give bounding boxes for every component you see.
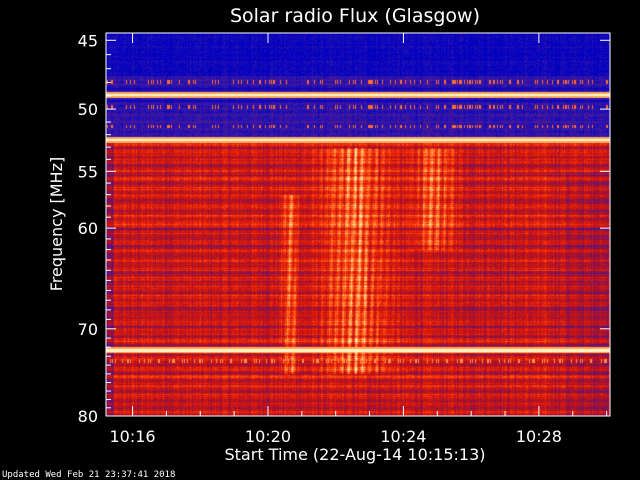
y-tick-label-45: 45 <box>78 31 98 50</box>
y-axis-label: Frequency [MHz] <box>47 157 66 291</box>
updated-timestamp: Updated Wed Feb 21 23:37:41 2018 <box>2 470 175 480</box>
x-tick-label-10:20: 10:20 <box>245 427 291 446</box>
plot-frame <box>105 32 611 417</box>
y-tick-label-60: 60 <box>78 219 98 238</box>
chart-title: Solar radio Flux (Glasgow) <box>230 5 480 27</box>
spectrogram-area <box>106 33 611 417</box>
x-tick-label-10:24: 10:24 <box>380 427 426 446</box>
x-tick-label-10:16: 10:16 <box>109 427 155 446</box>
y-axis: 45 50 55 60 70 80 <box>78 31 610 426</box>
x-axis: 10:16 10:20 10:24 10:28 <box>109 33 608 446</box>
x-axis-label: Start Time (22-Aug-14 10:15:13) <box>225 445 486 464</box>
y-tick-label-50: 50 <box>78 100 98 119</box>
spectrogram-image <box>106 33 611 417</box>
x-tick-label-10:28: 10:28 <box>516 427 562 446</box>
y-tick-label-80: 80 <box>78 407 98 426</box>
y-tick-label-70: 70 <box>78 320 98 339</box>
y-tick-label-55: 55 <box>78 162 98 181</box>
